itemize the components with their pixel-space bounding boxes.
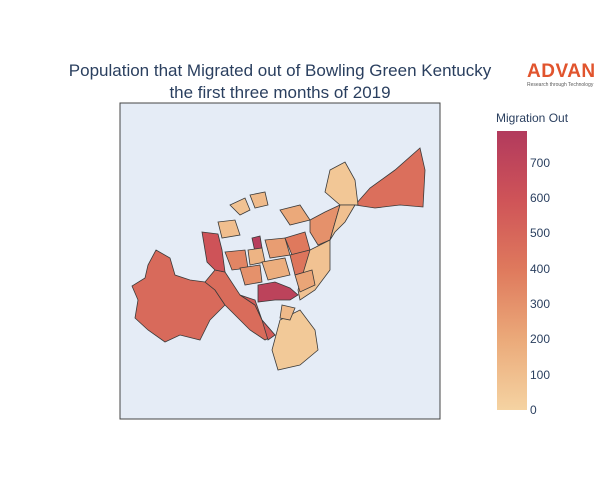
- logo-word: ADVAN: [527, 61, 596, 82]
- region-north-1[interactable]: [229, 197, 251, 216]
- map-title-line2: the first three months of 2019: [169, 83, 391, 102]
- region-east-2[interactable]: [294, 269, 316, 293]
- colorbar-tick-label: 100: [530, 367, 551, 382]
- region-west-mid[interactable]: [201, 231, 226, 273]
- logo-tagline: Research through Technology: [527, 82, 594, 88]
- colorbar-tick-label: 400: [530, 261, 551, 276]
- region-south-2[interactable]: [279, 304, 296, 321]
- colorbar-tick-label: 0: [530, 403, 537, 417]
- region-northeast-large[interactable]: [354, 147, 426, 209]
- region-north-3[interactable]: [279, 204, 311, 226]
- map-title-line1: Population that Migrated out of Bowling …: [68, 61, 492, 80]
- region-north-2[interactable]: [249, 191, 269, 209]
- colorbar-title: Migration Out: [496, 111, 569, 125]
- colorbar-tick-label: 600: [530, 191, 551, 206]
- map-title: Population that Migrated out of Bowling …: [30, 60, 530, 104]
- colorbar-tick-label: 500: [530, 226, 551, 241]
- region-south-strip[interactable]: [239, 294, 276, 341]
- colorbar-tick-label: 700: [530, 155, 551, 170]
- region-ne-strip[interactable]: [329, 204, 356, 241]
- region-center-5[interactable]: [217, 219, 241, 239]
- region-south-1[interactable]: [271, 309, 319, 371]
- advan-logo: ADVAN Research through Technology: [527, 62, 597, 89]
- colorbar-tick-label: 200: [530, 332, 551, 347]
- region-north-4[interactable]: [324, 161, 359, 206]
- colorbar: [497, 131, 527, 410]
- region-center-6[interactable]: [239, 264, 263, 286]
- colorbar-tick-label: 300: [530, 297, 551, 312]
- region-west-large[interactable]: [131, 249, 226, 343]
- region-center-7[interactable]: [261, 257, 291, 281]
- region-downtown-dark[interactable]: [257, 281, 299, 303]
